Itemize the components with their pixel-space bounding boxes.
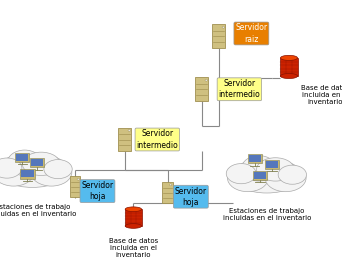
Ellipse shape (280, 73, 298, 79)
Bar (280, 58, 298, 76)
Ellipse shape (0, 158, 22, 178)
Ellipse shape (125, 207, 142, 211)
Bar (212, 25, 225, 48)
Ellipse shape (22, 152, 60, 175)
Ellipse shape (0, 153, 68, 187)
Circle shape (205, 79, 207, 81)
Ellipse shape (241, 156, 276, 181)
Bar (266, 161, 278, 168)
Bar (248, 154, 262, 163)
Text: Servidor
hoja: Servidor hoja (81, 181, 114, 201)
Bar (118, 128, 131, 151)
Ellipse shape (31, 158, 72, 186)
Ellipse shape (125, 224, 142, 228)
Ellipse shape (44, 160, 72, 179)
Text: Servidor
raiz: Servidor raiz (235, 23, 267, 44)
Bar (249, 155, 261, 162)
Ellipse shape (280, 55, 298, 61)
Ellipse shape (7, 150, 42, 175)
Text: Servidor
hoja: Servidor hoja (175, 187, 207, 207)
Bar (195, 78, 208, 101)
Circle shape (77, 178, 79, 180)
Text: Estaciones de trabajo
incluidas en el inventario: Estaciones de trabajo incluidas en el in… (0, 204, 77, 217)
Bar (162, 182, 173, 203)
Text: Estaciones de trabajo
incluidas en el inventario: Estaciones de trabajo incluidas en el in… (223, 208, 311, 221)
Ellipse shape (265, 164, 306, 192)
Bar (125, 209, 142, 226)
Ellipse shape (226, 163, 256, 184)
Text: Base de datos
incluida en el
inventario: Base de datos incluida en el inventario (109, 238, 158, 258)
Circle shape (169, 184, 172, 186)
Circle shape (128, 129, 131, 131)
Bar (70, 176, 80, 198)
Text: Base de datos
incluida en el
inventario: Base de datos incluida en el inventario (301, 85, 342, 105)
Bar (20, 169, 35, 179)
Bar (15, 153, 29, 162)
Ellipse shape (0, 158, 34, 186)
Bar (253, 171, 267, 180)
Ellipse shape (256, 158, 294, 181)
Ellipse shape (227, 164, 268, 192)
Text: Servidor
intermedio: Servidor intermedio (136, 129, 178, 150)
Ellipse shape (278, 165, 306, 184)
Bar (265, 160, 279, 169)
Bar (16, 154, 28, 161)
Bar (21, 170, 34, 177)
Bar (254, 172, 266, 179)
Bar (30, 158, 44, 167)
Ellipse shape (231, 158, 302, 193)
Bar (31, 159, 43, 166)
Circle shape (222, 26, 225, 28)
Text: Servidor
intermedio: Servidor intermedio (219, 79, 260, 99)
